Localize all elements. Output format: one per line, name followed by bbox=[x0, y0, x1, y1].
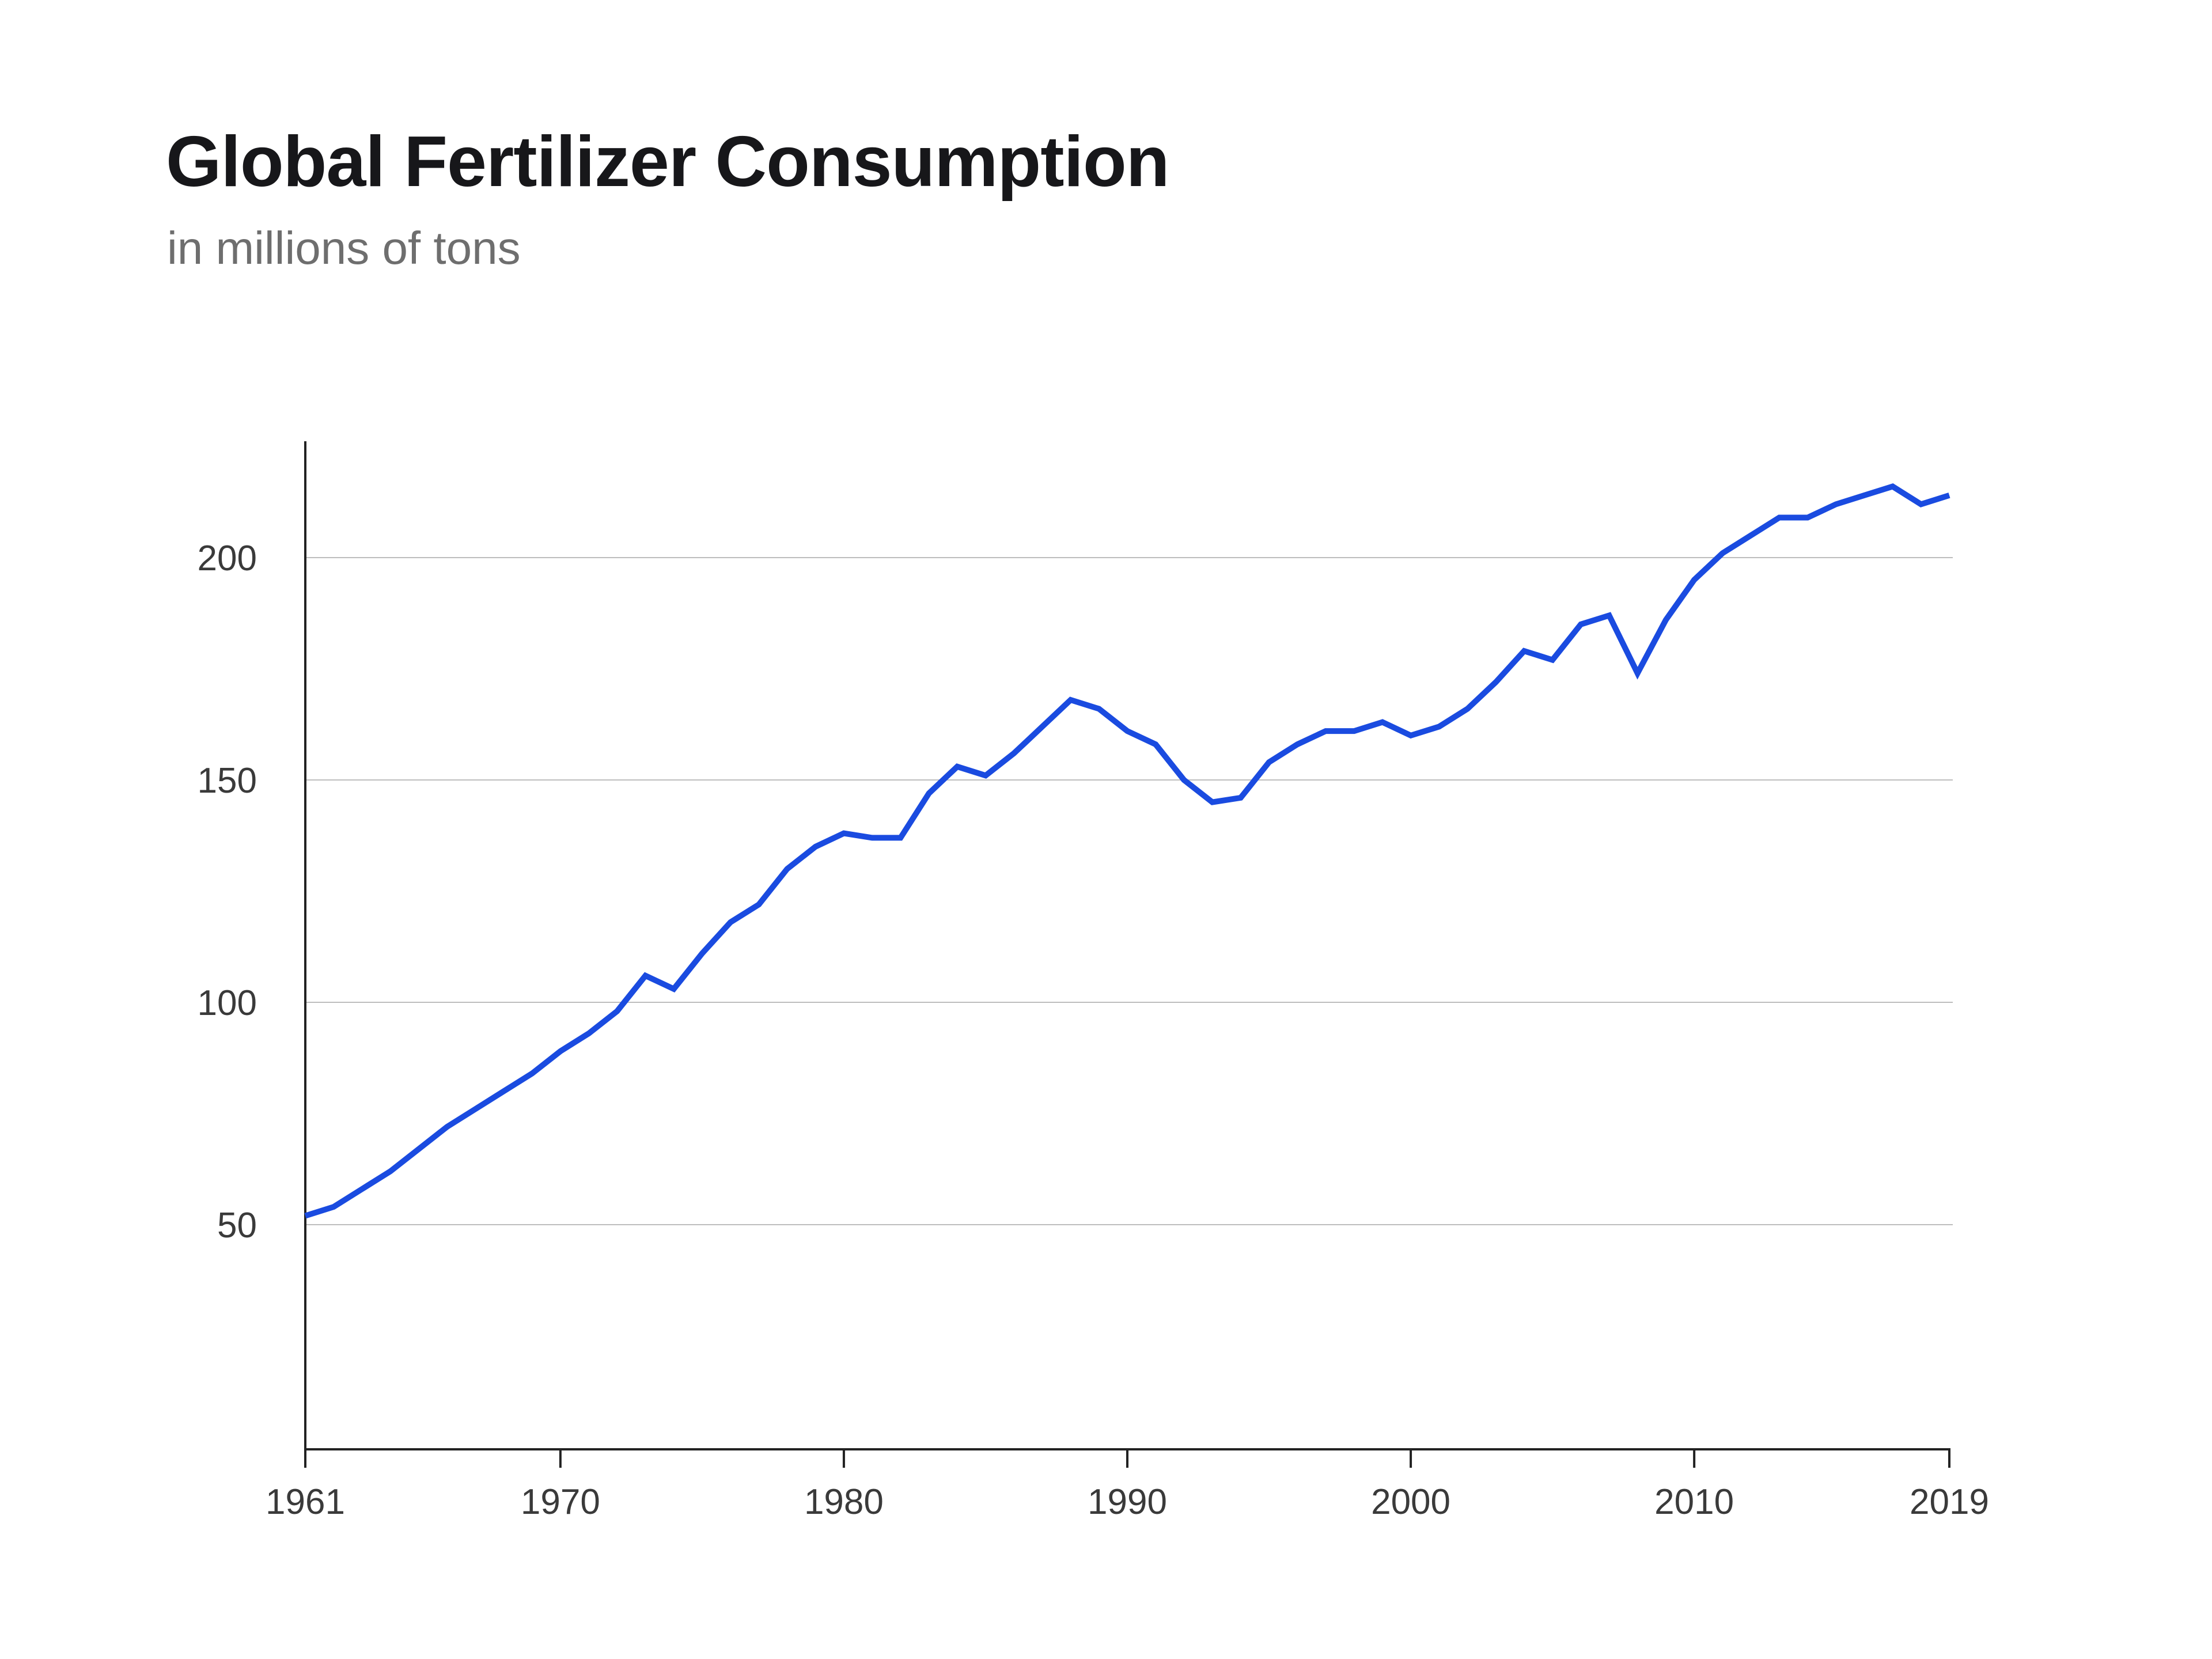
x-tick-label-2000: 2000 bbox=[1371, 1482, 1450, 1522]
chart-title: Global Fertilizer Consumption bbox=[166, 122, 1170, 202]
x-tick-label-1980: 1980 bbox=[804, 1482, 884, 1522]
series-line-0 bbox=[304, 483, 1950, 1219]
y-tick-label-100: 100 bbox=[198, 983, 257, 1023]
series-layer bbox=[304, 483, 1950, 1219]
y-tick-label-150: 150 bbox=[198, 761, 257, 801]
x-tick-label-2010: 2010 bbox=[1654, 1482, 1734, 1522]
gridlines bbox=[305, 557, 1953, 1225]
y-tick-label-200: 200 bbox=[198, 539, 257, 578]
x-tick-label-1990: 1990 bbox=[1088, 1482, 1167, 1522]
x-tick-label-1970: 1970 bbox=[521, 1482, 600, 1522]
axes bbox=[304, 441, 1950, 1468]
x-tick-label-1961: 1961 bbox=[266, 1482, 345, 1522]
y-tick-label-50: 50 bbox=[217, 1206, 257, 1245]
x-tick-label-2019: 2019 bbox=[1910, 1482, 1989, 1522]
chart-subtitle: in millions of tons bbox=[167, 222, 521, 274]
tick-labels: 50 100 150 200 1961 1970 1980 1990 2000 2010 2019 bbox=[198, 539, 1989, 1522]
